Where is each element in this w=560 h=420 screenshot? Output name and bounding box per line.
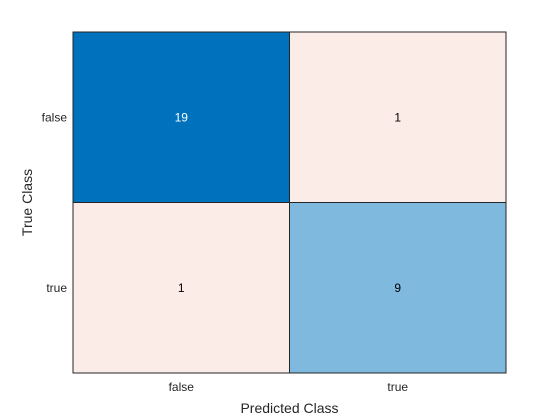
matrix-cell-true-true [289, 202, 507, 374]
y-tick-label: true [46, 281, 67, 295]
matrix-cell-false-false [72, 31, 290, 203]
matrix-cell-value: 1 [394, 110, 401, 124]
plot-frame [72, 31, 507, 374]
y-tick-labels: false true [42, 110, 68, 295]
matrix-cell-value: 9 [394, 281, 401, 295]
matrix-cells [72, 31, 507, 374]
matrix-cell-value: 1 [178, 281, 185, 295]
matrix-cell-false-true [289, 31, 507, 203]
x-tick-label: true [387, 380, 408, 394]
x-axis-label: Predicted Class [240, 400, 338, 416]
y-tick-label: false [42, 110, 68, 124]
y-axis-label: True Class [19, 169, 35, 236]
matrix-cell-labels: 19 11 9 [175, 110, 402, 295]
matrix-cell-true-false [72, 202, 290, 374]
x-tick-labels: false true [169, 380, 409, 394]
x-tick-label: false [169, 380, 195, 394]
matrix-cell-value: 19 [175, 110, 189, 124]
